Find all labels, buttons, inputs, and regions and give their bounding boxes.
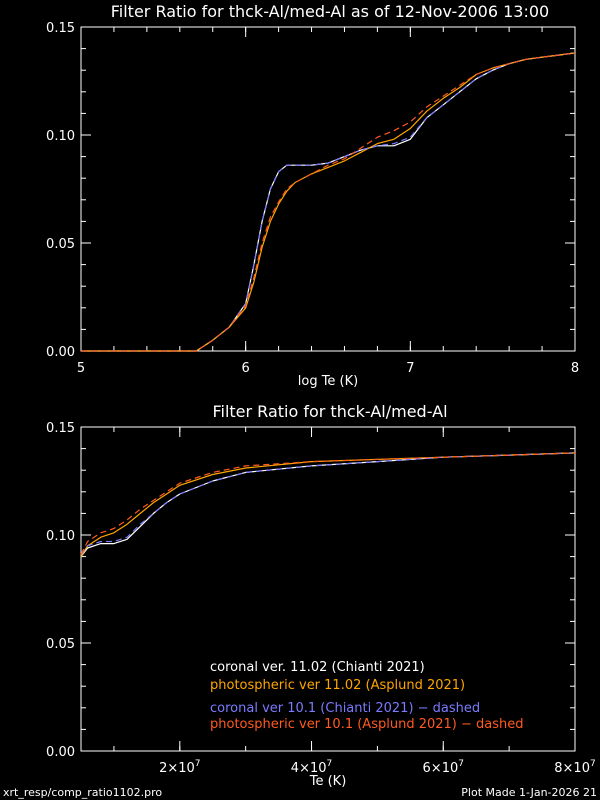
bottom-x-tick-label: 6×107 <box>423 759 464 776</box>
top-series-group <box>81 52 576 352</box>
top-x-tick-label: 7 <box>406 361 414 376</box>
legend-entry-coronal-11: coronal ver. 11.02 (Chianti 2021) <box>210 660 425 675</box>
bottom-y-tick-label: 0.15 <box>46 421 75 436</box>
bottom-plot-title: Filter Ratio for thck-Al/med-Al <box>212 402 447 421</box>
bottom-series-line-3 <box>80 452 576 555</box>
top-x-tick-label: 6 <box>242 361 250 376</box>
bottom-plot-frame <box>80 426 576 752</box>
top-series-line-2 <box>81 52 576 352</box>
top-plot-title: Filter Ratio for thck-Al/med-Al as of 12… <box>111 2 549 21</box>
bottom-plot: Filter Ratio for thck-Al/med-Al 0.00 0.05… <box>46 402 596 789</box>
footer-source-file: xrt_resp/comp_ratio1102.pro <box>3 786 162 799</box>
top-plot-frame <box>80 26 576 352</box>
legend-entry-coronal-10: coronal ver 10.1 (Chianti 2021) − dashed <box>210 701 480 716</box>
top-y-tick-label: 0.05 <box>46 237 75 252</box>
bottom-x-tick-label: 8×107 <box>554 759 595 776</box>
top-axis-ticks: 0.00 0.05 0.10 0.15 5 6 7 8 <box>46 21 579 376</box>
bottom-series-line-2 <box>80 452 576 555</box>
bottom-series-line-1 <box>80 452 576 557</box>
bottom-series-group <box>80 452 576 557</box>
legend-entry-photospheric-10: photospheric ver 10.1 (Asplund 2021) − d… <box>210 717 524 732</box>
bottom-y-tick-label: 0.10 <box>46 529 75 544</box>
top-series-line-0 <box>81 52 576 352</box>
top-plot: Filter Ratio for thck-Al/med-Al as of 12… <box>46 2 579 389</box>
bottom-x-tick-label: 4×107 <box>291 759 332 776</box>
top-y-tick-label: 0.15 <box>46 21 75 36</box>
top-series-line-1 <box>81 52 576 352</box>
top-x-tick-label: 5 <box>77 361 85 376</box>
top-y-tick-label: 0.10 <box>46 129 75 144</box>
top-series-line-3 <box>81 52 576 352</box>
top-y-tick-label: 0.00 <box>46 345 75 360</box>
bottom-axis-ticks: 0.00 0.05 0.10 0.15 2×107 4×107 6×107 8×107 <box>46 421 596 776</box>
bottom-y-tick-label: 0.05 <box>46 637 75 652</box>
bottom-y-tick-label: 0.00 <box>46 745 75 760</box>
bottom-x-axis-label: Te (K) <box>309 774 347 789</box>
bottom-series-line-0 <box>80 452 576 557</box>
top-x-axis-label: log Te (K) <box>298 374 358 389</box>
top-x-tick-label: 8 <box>571 361 579 376</box>
legend-entry-photospheric-11: photospheric ver 11.02 (Asplund 2021) <box>210 678 465 693</box>
legend: coronal ver. 11.02 (Chianti 2021) photos… <box>210 660 524 732</box>
footer-plot-date: Plot Made 1-Jan-2026 21 <box>461 786 597 799</box>
bottom-x-tick-label: 2×107 <box>159 759 200 776</box>
